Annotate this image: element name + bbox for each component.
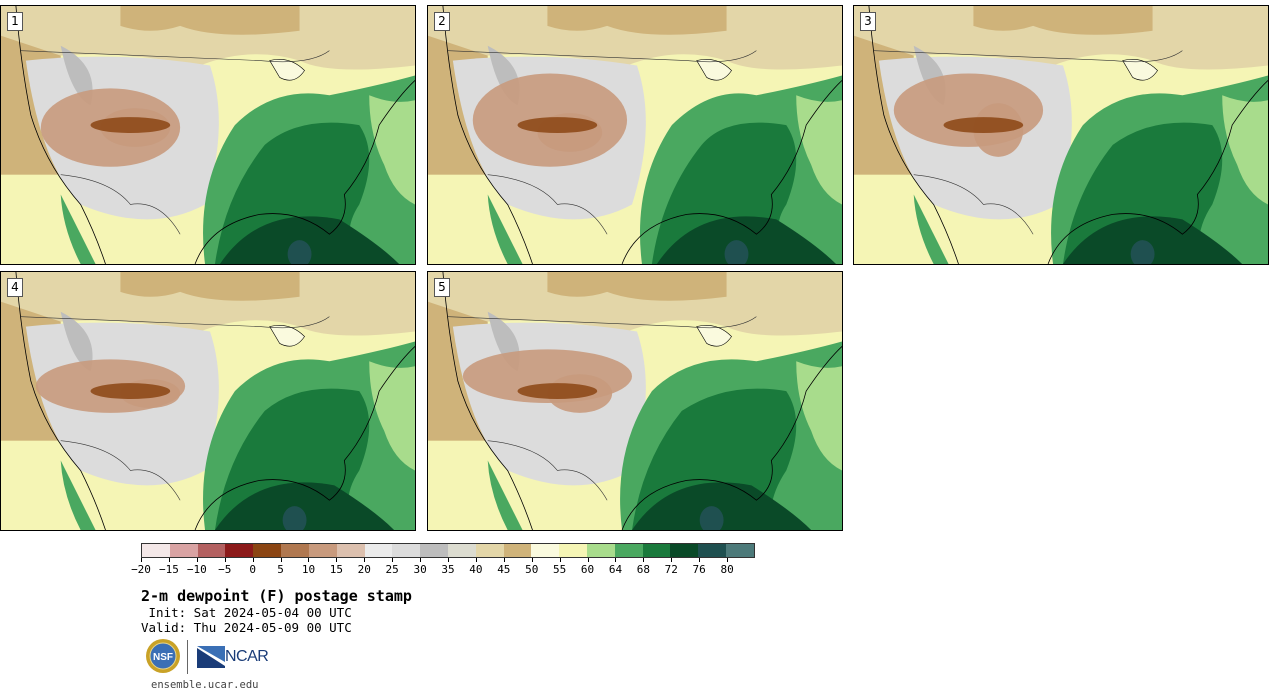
colorbar-tick-label: 64 bbox=[608, 563, 623, 576]
colorbar-tick bbox=[448, 558, 449, 562]
colorbar-tick bbox=[559, 558, 561, 562]
colorbar-tick-label: 25 bbox=[385, 563, 399, 576]
colorbar-tick bbox=[308, 558, 310, 562]
colorbar-tick-label: 5 bbox=[277, 563, 284, 576]
dewpoint-map bbox=[1, 6, 415, 264]
colorbar-tick-label: 55 bbox=[553, 563, 567, 576]
colorbar-tick-label: 20 bbox=[357, 563, 371, 576]
colorbar-tick-label: 76 bbox=[692, 563, 706, 576]
colorbar-swatch bbox=[503, 544, 532, 557]
logo-divider bbox=[187, 640, 188, 674]
colorbar-swatch bbox=[225, 544, 254, 557]
dewpoint-map bbox=[1, 272, 415, 530]
colorbar-swatch bbox=[475, 544, 504, 557]
member-number-label: 1 bbox=[7, 12, 23, 31]
colorbar-swatch bbox=[281, 544, 309, 557]
member-map-5: 5 bbox=[427, 271, 843, 531]
colorbar-tick bbox=[420, 558, 422, 562]
colorbar-tick-label: 0 bbox=[249, 563, 256, 576]
colorbar-tick-label: −15 bbox=[158, 563, 179, 576]
colorbar-swatch bbox=[698, 544, 727, 557]
colorbar-swatch bbox=[142, 544, 170, 557]
colorbar-tick bbox=[643, 558, 645, 562]
colorbar-tick-label: 15 bbox=[329, 563, 343, 576]
colorbar-tick bbox=[587, 558, 589, 562]
colorbar-tick bbox=[727, 558, 729, 562]
colorbar-tick bbox=[168, 558, 170, 562]
colorbar-swatch bbox=[587, 544, 615, 557]
colorbar-swatch bbox=[253, 544, 282, 557]
member-number-label: 5 bbox=[434, 278, 450, 297]
logos: NSF NCAR bbox=[145, 638, 275, 676]
dewpoint-map bbox=[428, 272, 842, 530]
colorbar-tick bbox=[615, 558, 617, 562]
nsf-logo-icon: NSF bbox=[146, 639, 180, 673]
colorbar-swatch bbox=[197, 544, 226, 557]
colorbar-tick-label: 50 bbox=[525, 563, 539, 576]
colorbar-tick-label: 68 bbox=[636, 563, 650, 576]
colorbar-swatch bbox=[559, 544, 587, 557]
colorbar-ticks: −20 −15 −10 −5 0 5 10 15 20 25 30 35 40 45 50 55 60 64 68 7… bbox=[131, 558, 755, 578]
dewpoint-map bbox=[428, 6, 842, 264]
colorbar-tick-label: 60 bbox=[580, 563, 595, 576]
colorbar-swatch bbox=[726, 544, 754, 557]
dewpoint-map bbox=[854, 6, 1268, 264]
colorbar-tick-label: 10 bbox=[301, 563, 316, 576]
colorbar-swatch bbox=[169, 544, 198, 557]
colorbar-tick bbox=[336, 558, 338, 562]
colorbar-tick-label: 30 bbox=[413, 563, 427, 576]
colorbar-tick bbox=[699, 558, 701, 562]
colorbar-tick bbox=[196, 558, 198, 562]
colorbar-swatch bbox=[364, 544, 393, 557]
colorbar-swatch bbox=[670, 544, 699, 557]
colorbar-tick-label: −5 bbox=[218, 563, 232, 576]
site-url: ensemble.ucar.edu bbox=[151, 679, 259, 691]
colorbar-swatch bbox=[392, 544, 421, 557]
colorbar-swatch bbox=[447, 544, 476, 557]
colorbar-tick bbox=[224, 558, 226, 562]
colorbar bbox=[141, 543, 755, 558]
colorbar-tick-label: 72 bbox=[664, 563, 678, 576]
member-map-2: 2 bbox=[427, 5, 843, 265]
ncar-logo-text: NCAR bbox=[225, 648, 269, 665]
colorbar-tick bbox=[531, 558, 533, 562]
colorbar-swatch bbox=[642, 544, 671, 557]
member-map-1: 1 bbox=[0, 5, 416, 265]
nsf-logo-text: NSF bbox=[153, 652, 173, 663]
colorbar-tick bbox=[475, 558, 477, 562]
colorbar-tick bbox=[280, 558, 282, 562]
colorbar-tick bbox=[252, 558, 254, 562]
colorbar-tick bbox=[671, 558, 673, 562]
member-number-label: 4 bbox=[7, 278, 23, 297]
init-time: Init: Sat 2024-05-04 00 UTC bbox=[141, 605, 352, 620]
colorbar-tick-label: 80 bbox=[720, 563, 734, 576]
ncar-logo-icon bbox=[197, 646, 225, 668]
colorbar-tick bbox=[364, 558, 366, 562]
colorbar-tick bbox=[503, 558, 505, 562]
colorbar-swatch bbox=[336, 544, 365, 557]
member-map-3: 3 bbox=[853, 5, 1269, 265]
page-title: 2-m dewpoint (F) postage stamp bbox=[141, 587, 412, 605]
colorbar-swatch bbox=[420, 544, 448, 557]
colorbar-tick-label: 45 bbox=[497, 563, 511, 576]
colorbar-swatch bbox=[614, 544, 643, 557]
colorbar-swatch bbox=[308, 544, 337, 557]
valid-time: Valid: Thu 2024-05-09 00 UTC bbox=[141, 620, 352, 635]
colorbar-tick bbox=[392, 558, 394, 562]
colorbar-tick-label: 35 bbox=[441, 563, 455, 576]
colorbar-tick-label: −10 bbox=[186, 563, 207, 576]
colorbar-tick-label: 40 bbox=[469, 563, 483, 576]
colorbar-tick-label: −20 bbox=[131, 563, 151, 576]
member-number-label: 3 bbox=[860, 12, 876, 31]
colorbar-swatch bbox=[531, 544, 560, 557]
colorbar-tick bbox=[141, 558, 142, 562]
member-number-label: 2 bbox=[434, 12, 450, 31]
member-map-4: 4 bbox=[0, 271, 416, 531]
